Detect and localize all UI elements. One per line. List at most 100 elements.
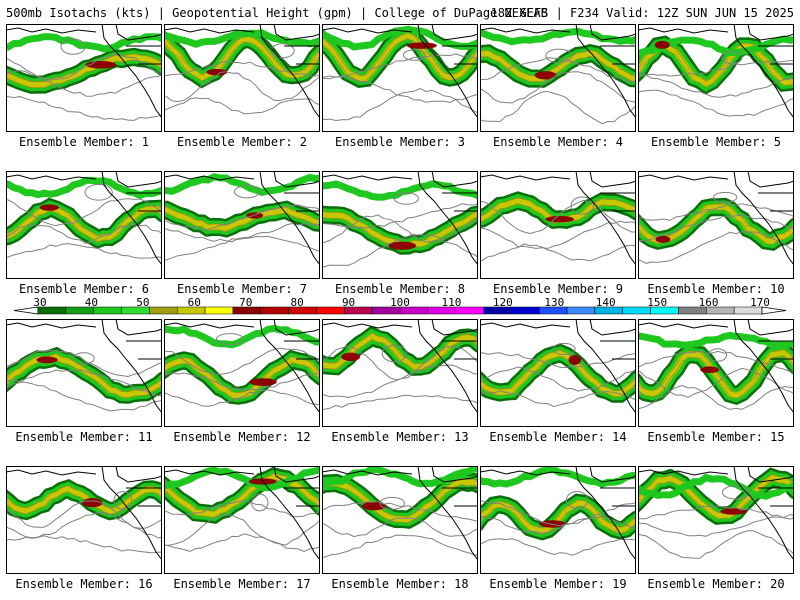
closed-low-contour — [84, 183, 113, 201]
closed-low-contour — [721, 485, 750, 500]
jet-streak-line — [480, 55, 636, 83]
height-contour — [638, 214, 794, 242]
height-contour — [638, 59, 794, 77]
coastline-borders — [259, 24, 320, 119]
ensemble-map — [322, 171, 478, 279]
ensemble-member-caption: Ensemble Member: 5 — [650, 135, 782, 149]
map-frame — [6, 171, 162, 279]
arctic-coastline — [638, 27, 729, 34]
ensemble-member-panel: Ensemble Member: 19 — [480, 466, 636, 596]
height-contour — [480, 390, 636, 408]
map-frame — [6, 466, 162, 574]
coastline-borders — [101, 171, 162, 266]
jet-core-band — [164, 35, 320, 82]
secondary-jet-band — [638, 331, 794, 349]
closed-low-contour — [713, 191, 738, 203]
height-contour — [164, 514, 320, 547]
ensemble-member-caption: Ensemble Member: 7 — [176, 282, 308, 296]
jet-streak-line — [638, 480, 794, 520]
wind-maximum — [654, 40, 670, 49]
map-frame — [322, 24, 478, 132]
colorbar-tick-label: 60 — [187, 296, 201, 309]
ensemble-member-panel: Ensemble Member: 5 — [638, 24, 794, 154]
height-contour — [164, 60, 320, 77]
isotach-colorbar — [13, 306, 787, 315]
height-contour — [638, 231, 794, 264]
secondary-jet-band — [164, 29, 320, 48]
jet-streak-line — [6, 359, 162, 399]
height-contour — [164, 71, 320, 103]
height-contour — [164, 204, 320, 231]
jet-core-band — [6, 53, 162, 88]
map-frame — [638, 24, 794, 132]
map-frame — [638, 319, 794, 427]
ensemble-member-caption: Ensemble Member: 20 — [647, 577, 785, 591]
height-contour — [164, 235, 320, 261]
jet-streak-line — [480, 49, 636, 77]
ensemble-member-panel: Ensemble Member: 12 — [164, 319, 320, 449]
ensemble-member-caption: Ensemble Member: 15 — [647, 430, 785, 444]
wind-maximum — [36, 356, 58, 364]
header-right-title: 18Z GEFS | F234 Valid: 12Z SUN JUN 15 20… — [490, 6, 794, 20]
jet-core-band — [638, 349, 794, 399]
ensemble-member-panel: Ensemble Member: 1 — [6, 24, 162, 154]
ensemble-member-caption: Ensemble Member: 4 — [492, 135, 624, 149]
ensemble-map — [164, 24, 320, 132]
wind-maximum — [720, 508, 747, 515]
jet-streak-line — [480, 203, 636, 224]
ensemble-map — [164, 319, 320, 427]
height-contour — [480, 500, 636, 527]
map-background — [480, 319, 636, 427]
height-contour — [322, 534, 478, 558]
ensemble-member-caption: Ensemble Member: 18 — [331, 577, 469, 591]
closed-low-contour — [234, 185, 261, 199]
colorbar-tick-label: 30 — [33, 296, 47, 309]
arctic-coastline — [6, 174, 97, 181]
jet-core-band — [6, 204, 162, 243]
coastline-borders — [733, 24, 794, 119]
closed-low-contour — [403, 49, 426, 61]
height-contour — [6, 535, 162, 554]
ensemble-map — [322, 319, 478, 427]
ensemble-map — [164, 171, 320, 279]
map-frame — [322, 319, 478, 427]
ensemble-member-panel: Ensemble Member: 16 — [6, 466, 162, 596]
colorbar-tick-label: 120 — [492, 296, 513, 309]
ensemble-member-caption: Ensemble Member: 3 — [334, 135, 466, 149]
arctic-coastline — [480, 322, 571, 329]
ensemble-map — [638, 319, 794, 427]
coastline-borders — [733, 171, 794, 266]
height-contour — [164, 372, 320, 391]
height-contour — [480, 90, 636, 125]
secondary-jet-band — [638, 473, 794, 500]
colorbar-tick-label: 100 — [390, 296, 410, 309]
height-contour — [322, 364, 478, 398]
ensemble-member-caption: Ensemble Member: 17 — [173, 577, 311, 591]
ensemble-member-caption: Ensemble Member: 9 — [492, 282, 624, 296]
colorbar-high-arrow — [761, 306, 787, 315]
height-contour — [480, 352, 636, 369]
height-contour — [6, 243, 162, 259]
coastline-borders — [101, 24, 162, 119]
arctic-coastline — [164, 322, 255, 329]
arctic-coastline — [164, 174, 255, 181]
coastline-borders — [417, 171, 478, 266]
colorbar-tick-label: 50 — [136, 296, 150, 309]
wind-maximum — [82, 497, 103, 508]
ensemble-member-panel: Ensemble Member: 13 — [322, 319, 478, 449]
arctic-coastline — [480, 469, 571, 476]
arctic-coastline — [480, 174, 571, 181]
height-contour — [638, 350, 794, 373]
jet-core-band — [322, 478, 478, 523]
height-contour — [638, 505, 794, 520]
height-contour — [322, 394, 478, 410]
coastline-borders — [417, 319, 478, 414]
wind-maximum — [534, 71, 557, 80]
header-left-title: 500mb Isotachs (kts) | Geopotential Heig… — [6, 6, 548, 20]
ensemble-member-panel: Ensemble Member: 3 — [322, 24, 478, 154]
ensemble-member-panel: Ensemble Member: 8 — [322, 171, 478, 301]
height-contour — [638, 74, 794, 98]
closed-low-contour — [215, 333, 244, 346]
colorbar-swatch — [316, 306, 345, 315]
colorbar-tick-label: 40 — [84, 296, 99, 309]
